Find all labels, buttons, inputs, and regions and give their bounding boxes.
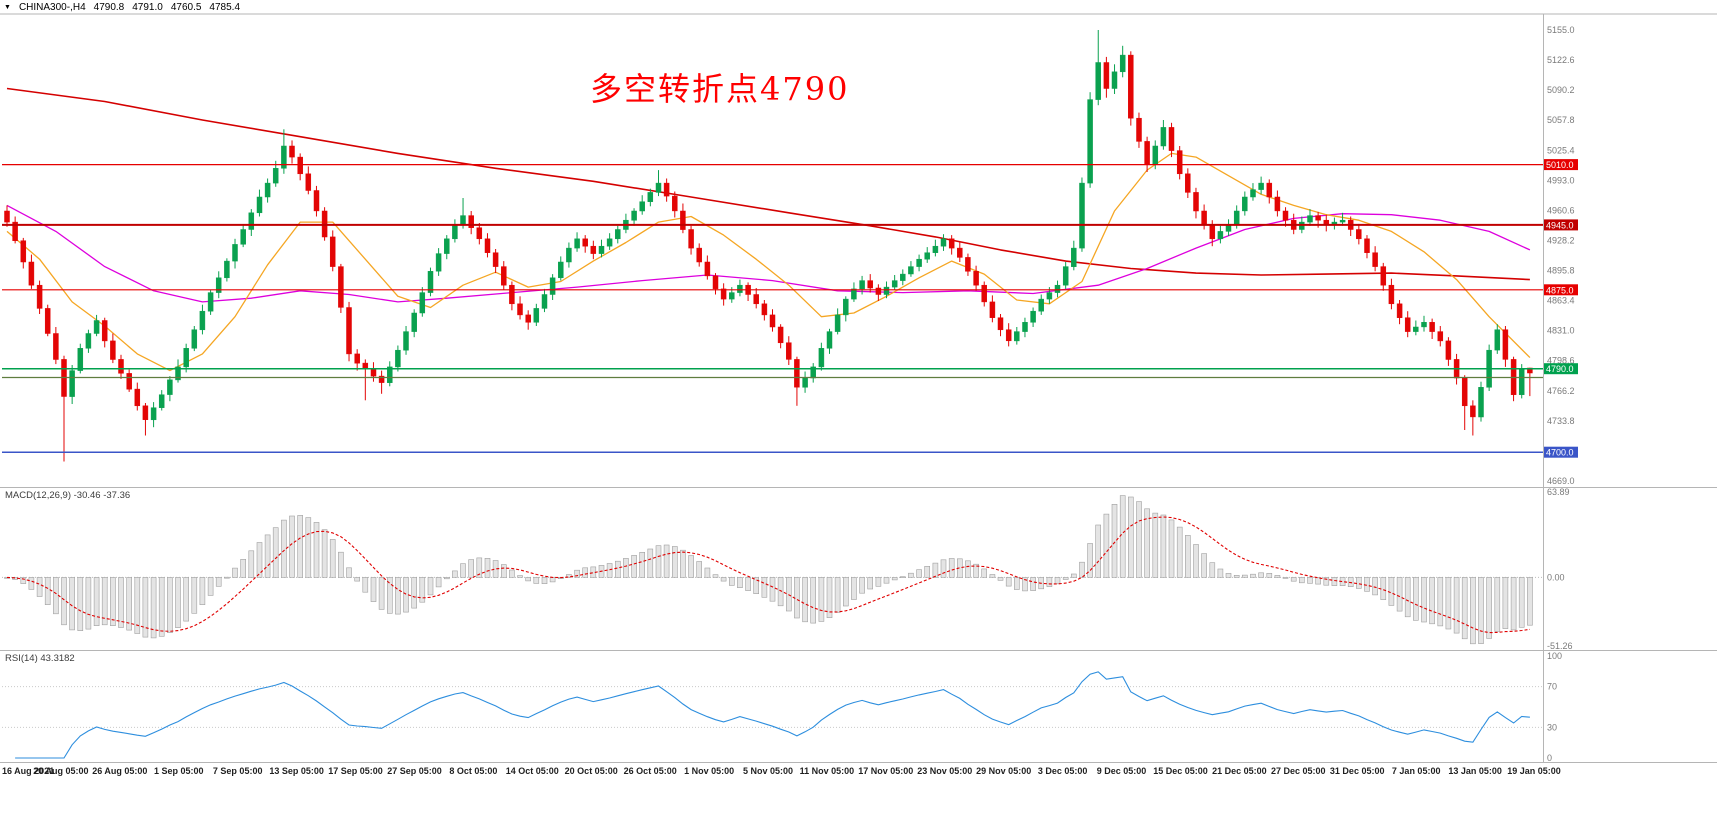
svg-text:4945.0: 4945.0 [1546, 220, 1574, 230]
svg-text:63.89: 63.89 [1547, 487, 1570, 497]
svg-text:13 Jan 05:00: 13 Jan 05:00 [1448, 766, 1502, 776]
svg-text:30: 30 [1547, 722, 1557, 732]
svg-text:5025.4: 5025.4 [1547, 145, 1575, 155]
svg-text:19 Jan 05:00: 19 Jan 05:00 [1507, 766, 1561, 776]
svg-text:21 Dec 05:00: 21 Dec 05:00 [1212, 766, 1267, 776]
svg-text:17 Sep 05:00: 17 Sep 05:00 [328, 766, 383, 776]
svg-text:0: 0 [1547, 753, 1552, 763]
svg-text:26 Aug 05:00: 26 Aug 05:00 [92, 766, 147, 776]
svg-text:23 Nov 05:00: 23 Nov 05:00 [917, 766, 972, 776]
svg-text:27 Dec 05:00: 27 Dec 05:00 [1271, 766, 1326, 776]
svg-text:5010.0: 5010.0 [1546, 160, 1574, 170]
svg-text:4960.6: 4960.6 [1547, 205, 1575, 215]
svg-text:4766.2: 4766.2 [1547, 386, 1575, 396]
svg-text:8 Oct 05:00: 8 Oct 05:00 [449, 766, 497, 776]
price-axis-labels: 5155.0 5122.6 5090.2 5057.8 5025.4 4993.0 4960… [1547, 25, 1575, 486]
svg-text:4863.4: 4863.4 [1547, 296, 1575, 306]
svg-text:-51.26: -51.26 [1547, 641, 1573, 651]
macd-panel: 63.89 0.00 -51.26 [2, 487, 1573, 651]
quote-low: 4760.5 [170, 2, 202, 13]
svg-text:5122.6: 5122.6 [1547, 55, 1575, 65]
svg-text:4798.6: 4798.6 [1547, 356, 1575, 366]
panel-borders [0, 13, 1717, 763]
svg-text:26 Oct 05:00: 26 Oct 05:00 [624, 766, 677, 776]
svg-text:4831.0: 4831.0 [1547, 326, 1575, 336]
svg-text:20 Aug 05:00: 20 Aug 05:00 [33, 766, 88, 776]
svg-text:0.00: 0.00 [1547, 572, 1565, 582]
svg-text:5057.8: 5057.8 [1547, 115, 1575, 125]
rsi-indicator-label: RSI(14) 43.3182 [5, 653, 75, 664]
svg-text:3 Dec 05:00: 3 Dec 05:00 [1038, 766, 1088, 776]
svg-text:1 Nov 05:00: 1 Nov 05:00 [684, 766, 734, 776]
svg-text:20 Oct 05:00: 20 Oct 05:00 [565, 766, 618, 776]
svg-text:4895.8: 4895.8 [1547, 266, 1575, 276]
quote-open: 4790.8 [93, 2, 125, 13]
symbol-collapse-icon[interactable]: ▼ [4, 3, 11, 11]
svg-text:4993.0: 4993.0 [1547, 175, 1575, 185]
svg-text:4928.2: 4928.2 [1547, 235, 1575, 245]
macd-signal-line [6, 516, 1530, 634]
annotation-text: 多空转折点4790 [590, 70, 850, 108]
svg-text:17 Nov 05:00: 17 Nov 05:00 [858, 766, 913, 776]
quote-bar: ▼ CHINA300-,H4 4790.8 4791.0 4760.5 4785… [4, 2, 240, 13]
macd-indicator-label: MACD(12,26,9) -30.46 -37.36 [5, 490, 131, 501]
svg-text:4733.8: 4733.8 [1547, 416, 1575, 426]
ma-fast-orange-line [6, 152, 1531, 372]
svg-text:13 Sep 05:00: 13 Sep 05:00 [269, 766, 324, 776]
svg-text:5090.2: 5090.2 [1547, 85, 1575, 95]
symbol-period-label: CHINA300-,H4 [18, 2, 86, 13]
ma-slow-red-line [6, 87, 1530, 281]
svg-text:7 Sep 05:00: 7 Sep 05:00 [213, 766, 263, 776]
horizontal-lines: 5010.0 4945.0 4875.0 4790.0 4700.0 [2, 159, 1578, 458]
svg-text:16 Aug 2021: 16 Aug 2021 [2, 766, 54, 776]
svg-text:100: 100 [1547, 651, 1562, 661]
rsi-panel: 100 70 30 0 [2, 651, 1562, 763]
svg-text:4790.0: 4790.0 [1546, 364, 1574, 374]
svg-text:15 Dec 05:00: 15 Dec 05:00 [1153, 766, 1208, 776]
svg-text:5 Nov 05:00: 5 Nov 05:00 [743, 766, 793, 776]
svg-text:29 Nov 05:00: 29 Nov 05:00 [976, 766, 1031, 776]
svg-text:70: 70 [1547, 682, 1557, 692]
candles[interactable] [4, 30, 1533, 462]
quote-close: 4785.4 [209, 2, 241, 13]
svg-text:1 Sep 05:00: 1 Sep 05:00 [154, 766, 204, 776]
svg-text:5155.0: 5155.0 [1547, 25, 1575, 35]
quote-high: 4791.0 [132, 2, 163, 13]
rsi-line [15, 671, 1530, 759]
svg-text:27 Sep 05:00: 27 Sep 05:00 [387, 766, 442, 776]
svg-text:4875.0: 4875.0 [1546, 285, 1574, 295]
svg-text:7 Jan 05:00: 7 Jan 05:00 [1392, 766, 1441, 776]
svg-text:14 Oct 05:00: 14 Oct 05:00 [506, 766, 559, 776]
svg-text:4700.0: 4700.0 [1546, 448, 1574, 458]
svg-text:11 Nov 05:00: 11 Nov 05:00 [800, 766, 855, 776]
svg-text:4669.0: 4669.0 [1547, 476, 1575, 486]
svg-text:9 Dec 05:00: 9 Dec 05:00 [1097, 766, 1147, 776]
svg-text:31 Dec 05:00: 31 Dec 05:00 [1330, 766, 1385, 776]
